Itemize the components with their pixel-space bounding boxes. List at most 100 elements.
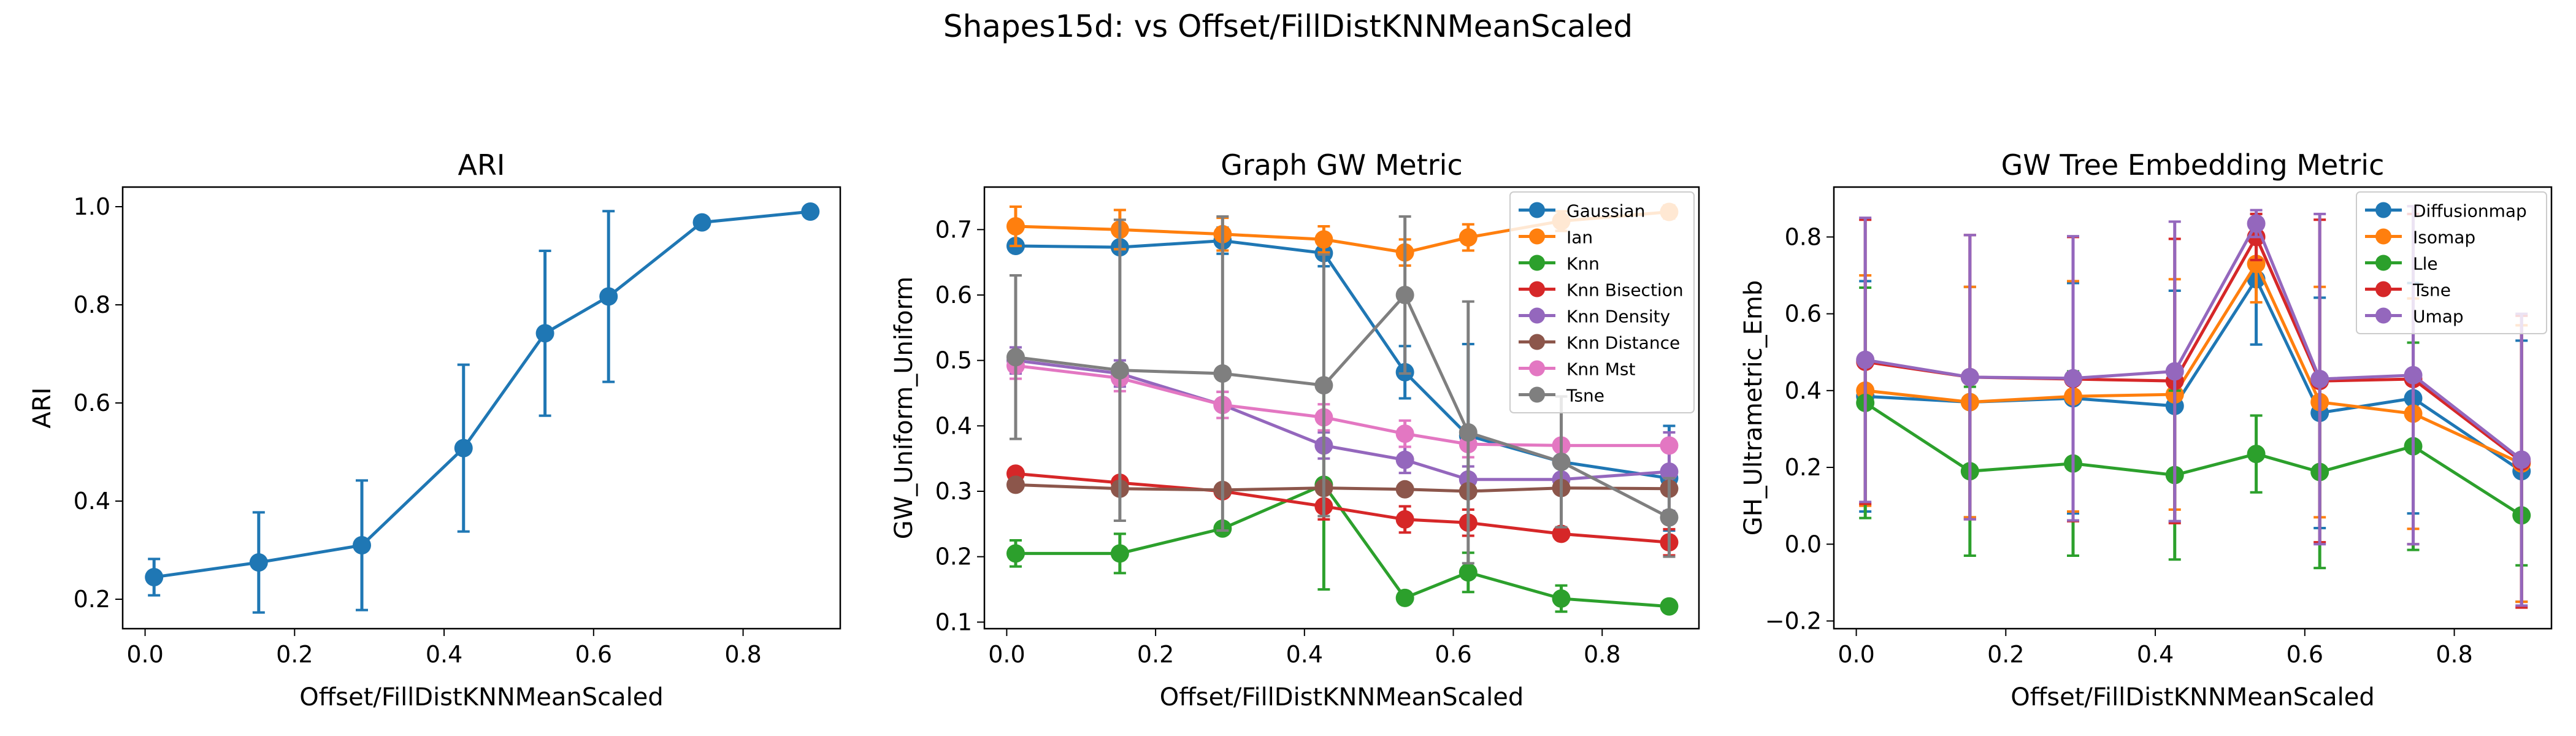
legend-item: Knn Mst [1519, 359, 1636, 380]
chart-title: Graph GW Metric [1221, 148, 1462, 182]
y-tick-label: 0.3 [935, 478, 972, 505]
legend-label: Knn [1566, 254, 1600, 274]
x-tick-label: 0.8 [2436, 641, 2472, 668]
x-tick-label: 0.6 [2287, 641, 2323, 668]
series-line [1865, 220, 2523, 461]
x-axis-label: Offset/FillDistKNNMeanScaled [299, 683, 664, 711]
data-point [2247, 214, 2266, 233]
y-tick-label: 0.6 [74, 389, 110, 416]
legend-item: Knn Distance [1519, 333, 1680, 353]
series-knn-distance [1006, 475, 1679, 500]
series-knn [1006, 378, 1679, 616]
chart-title: GW Tree Embedding Metric [2001, 148, 2385, 182]
legend-marker [1529, 360, 1545, 377]
data-point [1552, 524, 1571, 543]
series-line [1864, 401, 2523, 517]
data-point [1459, 423, 1478, 442]
data-point [1006, 475, 1025, 494]
data-point [1660, 597, 1679, 616]
data-point [454, 439, 473, 458]
legend-label: Knn Bisection [1566, 280, 1684, 301]
legend-item: Tsne [1519, 386, 1604, 406]
y-tick-label: 0.2 [74, 586, 110, 613]
axes-frame [1833, 186, 2553, 630]
figure-suptitle: Shapes15d: vs Offset/FillDistKNNMeanScal… [943, 9, 1633, 44]
x-tick-label: 0.2 [1137, 641, 1174, 668]
data-point [1395, 286, 1414, 304]
y-axis-label: GH_Ultrametric_Emb [1739, 280, 1768, 536]
x-tick-label: 0.4 [426, 641, 462, 668]
legend-marker [2375, 202, 2391, 218]
series-line [1015, 292, 1670, 519]
data-point [2310, 370, 2329, 389]
x-tick-label: 0.0 [1838, 641, 1874, 668]
data-point [2165, 362, 2184, 381]
x-tick-label: 0.4 [2137, 641, 2174, 668]
legend-label: Tsne [1566, 386, 1604, 406]
chart-1: ARI Offset/FillDistKNNMeanScaled ARI 0.0 0.2… [28, 148, 841, 711]
legend-label: Diffusionmap [2413, 201, 2527, 221]
y-tick-label: 0.5 [935, 347, 972, 374]
y-tick-label: 0.4 [935, 412, 972, 439]
legend-marker [1529, 334, 1545, 350]
data-point [1395, 450, 1414, 469]
y-tick-label: 1.0 [74, 193, 110, 220]
y-tick-label: 0.2 [935, 543, 972, 570]
data-point [1459, 563, 1478, 582]
legend: Gaussian Ian Knn Knn Bisection Knn Density Kn… [1509, 191, 1695, 413]
data-point [1395, 424, 1414, 443]
data-point [1395, 588, 1414, 607]
legend-label: Isomap [2413, 228, 2475, 248]
legend-label: Umap [2413, 307, 2464, 327]
data-point [2064, 369, 2082, 388]
x-axis-label: Offset/FillDistKNNMeanScaled [1160, 683, 1524, 711]
legend: Diffusionmap Isomap Lle Tsne Umap [2356, 191, 2547, 334]
legend-item: Lle [2365, 254, 2438, 274]
legend-marker [1529, 255, 1545, 271]
series-line [1015, 359, 1669, 481]
chart-2: Graph GW Metric Offset/FillDistKNNMeanSca… [890, 148, 1700, 711]
data-point [1960, 367, 1979, 386]
y-tick-label: −0.2 [1765, 607, 1822, 634]
data-point [1395, 480, 1414, 499]
data-point [1110, 544, 1129, 563]
series-line [1015, 364, 1669, 447]
legend-label: Ian [1566, 228, 1593, 248]
axes-frame [121, 186, 841, 630]
x-tick-label: 0.2 [276, 641, 313, 668]
x-tick-label: 0.6 [575, 641, 612, 668]
data-point [145, 568, 164, 586]
legend-item: Diffusionmap [2365, 201, 2527, 221]
legend-item: Gaussian [1519, 201, 1645, 221]
data-point [1395, 510, 1414, 529]
data-point [599, 287, 618, 306]
legend-marker [1529, 202, 1545, 218]
x-tick-label: 0.0 [126, 641, 163, 668]
legend-item: Knn [1519, 254, 1600, 274]
legend-box [2356, 191, 2547, 334]
data-point [249, 553, 268, 572]
legend-marker [2375, 307, 2391, 324]
data-point [535, 324, 554, 343]
data-point [1213, 364, 1232, 383]
series-line [1015, 472, 1669, 544]
legend-label: Lle [2413, 254, 2438, 274]
legend-marker [2375, 228, 2391, 245]
data-point [1314, 376, 1333, 395]
series-line [1015, 483, 1669, 493]
legend-marker [1529, 307, 1545, 324]
data-point [1552, 453, 1571, 471]
y-tick-label: 0.4 [1785, 377, 1822, 404]
y-axis-label: ARI [28, 388, 56, 429]
series-umap [1856, 205, 2531, 607]
data-point [1006, 217, 1025, 236]
chart-3: GW Tree Embedding Metric Offset/FillDistK… [1739, 148, 2553, 711]
data-point [1006, 544, 1025, 563]
data-point [1459, 228, 1478, 247]
legend-box [1509, 191, 1695, 413]
y-tick-label: 0.8 [74, 291, 110, 318]
series-line [1015, 483, 1669, 608]
y-tick-label: 0.7 [935, 216, 972, 243]
x-tick-label: 0.2 [1987, 641, 2024, 668]
